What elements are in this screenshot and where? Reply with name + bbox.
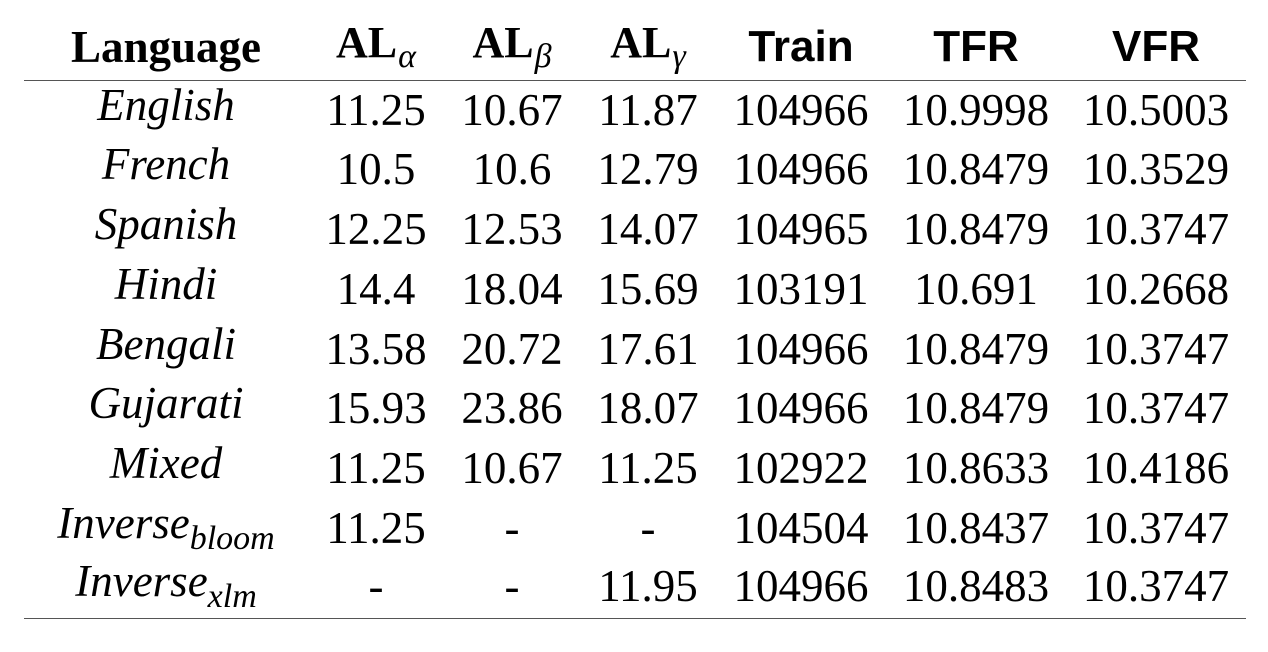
cell-vfr: 10.4186	[1082, 443, 1230, 494]
cell-vfr: 10.2668	[1082, 263, 1230, 314]
cell-train: 104966	[716, 558, 886, 619]
table-row: French 10.5 10.6 12.79 104966 10.8479 10…	[24, 140, 1246, 200]
cell-al-alpha: 13.58	[325, 323, 427, 374]
table-row: Mixed 11.25 10.67 11.25 102922 10.8633 1…	[24, 439, 1246, 499]
cell-al-alpha: -	[308, 558, 444, 619]
results-table-container: Language ALα ALβ ALγ Train TFR VFR Engli…	[24, 14, 1246, 619]
cell-train: 104966	[733, 84, 869, 135]
cell-al-gamma: 11.95	[580, 558, 716, 619]
cell-vfr: 10.3747	[1082, 323, 1230, 374]
table-row: Hindi 14.4 18.04 15.69 103191 10.691 10.…	[24, 259, 1246, 319]
header-train: Train	[716, 14, 886, 81]
cell-al-gamma: -	[640, 502, 656, 553]
cell-train: 104504	[733, 502, 869, 553]
cell-vfr: 10.3747	[1082, 203, 1230, 254]
header-row: Language ALα ALβ ALγ Train TFR VFR	[24, 14, 1246, 81]
cell-al-beta: -	[444, 558, 580, 619]
cell-tfr: 10.8479	[902, 203, 1050, 254]
cell-al-gamma: 12.79	[597, 144, 699, 195]
cell-al-beta: -	[504, 502, 520, 553]
table-row: Bengali 13.58 20.72 17.61 104966 10.8479…	[24, 319, 1246, 379]
cell-al-beta: 10.67	[461, 443, 563, 494]
cell-al-beta: 18.04	[461, 263, 563, 314]
cell-al-alpha: 12.25	[325, 203, 427, 254]
header-vfr: VFR	[1066, 14, 1246, 81]
cell-al-gamma: 15.69	[597, 263, 699, 314]
cell-al-alpha: 11.25	[326, 443, 426, 494]
cell-train: 104966	[733, 144, 869, 195]
cell-vfr: 10.3747	[1082, 383, 1230, 434]
table-header: Language ALα ALβ ALγ Train TFR VFR	[24, 14, 1246, 81]
cell-tfr: 10.8479	[902, 383, 1050, 434]
table-row: Inversebloom 11.25 - - 104504 10.8437 10…	[24, 499, 1246, 559]
header-al-beta: ALβ	[444, 14, 580, 81]
cell-tfr: 10.9998	[902, 84, 1050, 135]
cell-al-gamma: 11.87	[598, 84, 698, 135]
cell-al-gamma: 14.07	[597, 203, 699, 254]
cell-language: English	[97, 79, 235, 130]
cell-train: 104966	[733, 383, 869, 434]
cell-al-alpha: 11.25	[326, 84, 426, 135]
cell-tfr: 10.8483	[886, 558, 1066, 619]
table-row: Inversexlm - - 11.95 104966 10.8483 10.3…	[24, 558, 1246, 619]
cell-al-beta: 10.67	[461, 84, 563, 135]
cell-train: 102922	[733, 443, 869, 494]
cell-language: French	[101, 139, 231, 190]
cell-language: Mixed	[109, 438, 223, 489]
cell-al-beta: 20.72	[461, 323, 563, 374]
results-table: Language ALα ALβ ALγ Train TFR VFR Engli…	[24, 14, 1246, 619]
table-row: Spanish 12.25 12.53 14.07 104965 10.8479…	[24, 200, 1246, 260]
header-al-gamma: ALγ	[580, 14, 716, 81]
table-body: English 11.25 10.67 11.87 104966 10.9998…	[24, 80, 1246, 619]
cell-tfr: 10.8479	[902, 144, 1050, 195]
cell-al-beta: 23.86	[461, 383, 563, 434]
cell-vfr: 10.3747	[1066, 558, 1246, 619]
cell-language: Inversebloom	[57, 497, 275, 557]
cell-tfr: 10.8479	[902, 323, 1050, 374]
header-al-alpha: ALα	[308, 14, 444, 81]
cell-al-alpha: 15.93	[325, 383, 427, 434]
cell-vfr: 10.3529	[1082, 144, 1230, 195]
cell-tfr: 10.8437	[902, 502, 1050, 553]
cell-al-beta: 12.53	[461, 203, 563, 254]
cell-al-gamma: 18.07	[597, 383, 699, 434]
cell-language: Inversexlm	[24, 558, 308, 619]
cell-al-alpha: 11.25	[326, 502, 426, 553]
cell-language: Spanish	[94, 198, 238, 249]
table-row: Gujarati 15.93 23.86 18.07 104966 10.847…	[24, 379, 1246, 439]
cell-train: 104966	[733, 323, 869, 374]
table-row: English 11.25 10.67 11.87 104966 10.9998…	[24, 80, 1246, 140]
cell-al-gamma: 11.25	[598, 443, 698, 494]
cell-language: Bengali	[96, 318, 236, 369]
cell-train: 104965	[733, 203, 869, 254]
header-language: Language	[24, 14, 308, 81]
cell-vfr: 10.3747	[1082, 502, 1230, 553]
cell-al-alpha: 10.5	[336, 144, 416, 195]
cell-al-beta: 10.6	[472, 144, 552, 195]
header-tfr: TFR	[886, 14, 1066, 81]
cell-vfr: 10.5003	[1082, 84, 1230, 135]
cell-language: Gujarati	[88, 378, 244, 429]
cell-train: 103191	[733, 263, 869, 314]
cell-language: Hindi	[114, 258, 218, 309]
cell-tfr: 10.8633	[902, 443, 1050, 494]
cell-al-gamma: 17.61	[597, 323, 699, 374]
cell-al-alpha: 14.4	[336, 263, 416, 314]
cell-tfr: 10.691	[914, 263, 1038, 314]
